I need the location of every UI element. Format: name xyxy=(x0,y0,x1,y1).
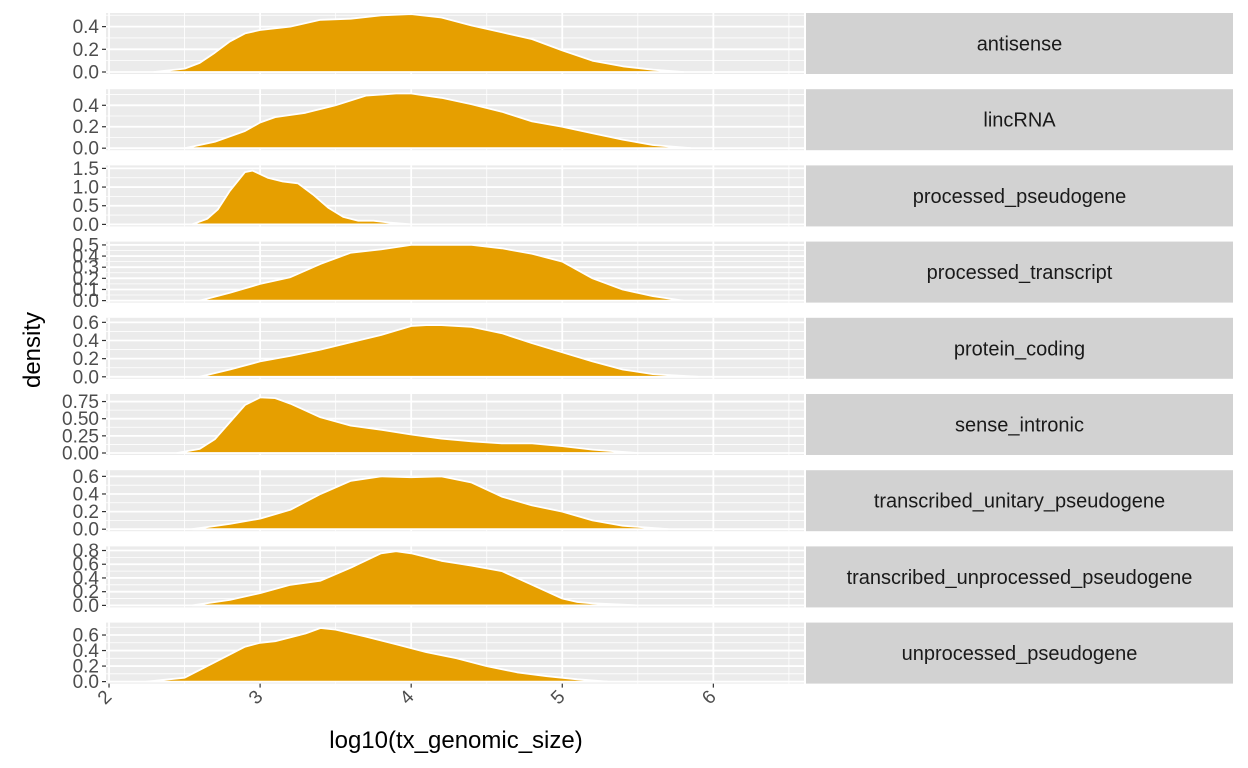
facet-panel: 0.00.51.01.5 processed_pseudogene xyxy=(73,159,1233,236)
x-tick-label: 2 xyxy=(94,687,116,709)
y-tick-label: 0.6 xyxy=(73,555,99,576)
facet-strip xyxy=(806,622,1233,684)
y-tick-label: 0.2 xyxy=(73,117,99,138)
y-tick-label: 0.4 xyxy=(73,17,100,38)
y-tick-label: 0.4 xyxy=(73,247,100,268)
density-area xyxy=(191,550,639,607)
y-tick-label: 0.75 xyxy=(62,392,99,413)
facet-panel: 0.00.20.40.60.8 transcribed_unprocessed_p… xyxy=(73,541,1233,617)
x-axis-title: log10(tx_genomic_size) xyxy=(329,727,582,754)
facet-panel: 0.00.20.40.6 transcribed_unitary_pseudoge… xyxy=(73,467,1233,541)
facet-panel: 0.00.20.40.6 unprocessed_pseudogene xyxy=(73,622,1233,693)
y-tick-label: 0.2 xyxy=(73,269,99,290)
facet-strip-label: lincRNA xyxy=(983,110,1056,132)
density-area xyxy=(153,13,684,73)
y-tick-label: 0.0 xyxy=(73,215,99,236)
y-tick-label: 1.5 xyxy=(73,159,99,180)
y-tick-label: 0.0 xyxy=(73,596,99,617)
density-area xyxy=(198,244,684,302)
y-tick-label: 1.0 xyxy=(73,178,99,199)
density-area xyxy=(198,324,700,378)
y-tick-label: 0.00 xyxy=(62,444,99,465)
facet-strip xyxy=(806,89,1233,151)
y-tick-label: 0.2 xyxy=(73,582,99,603)
facet-strip xyxy=(806,165,1233,227)
y-tick-label: 0.4 xyxy=(73,568,100,589)
y-tick-label: 0.6 xyxy=(73,467,99,488)
y-tick-label: 0.1 xyxy=(73,280,99,301)
facet-panel: 0.00.20.4 lincRNA xyxy=(73,89,1233,160)
y-tick-label: 0.5 xyxy=(73,235,99,256)
y-tick-label: 0.0 xyxy=(73,520,99,541)
y-tick-label: 0.2 xyxy=(73,349,99,370)
y-tick-label: 0.50 xyxy=(62,409,99,430)
y-tick-label: 0.0 xyxy=(73,367,99,388)
facet-panel: 0.00.20.40.6 protein_coding xyxy=(73,313,1233,388)
facet-strip xyxy=(806,13,1233,74)
y-tick-label: 0.0 xyxy=(73,672,99,693)
x-tick-label: 3 xyxy=(245,687,267,709)
y-axis-title: density xyxy=(19,312,46,388)
panels-layer: 0.00.20.4antisense0.00.20.4lincRNA0.00.5… xyxy=(62,13,1233,693)
facet-panel: 0.000.250.500.75 sense_intronic xyxy=(62,392,1233,465)
y-tick-label: 0.6 xyxy=(73,626,99,647)
facet-strip-label: processed_transcript xyxy=(927,262,1113,284)
y-tick-label: 0.0 xyxy=(73,291,99,312)
y-tick-label: 0.5 xyxy=(73,196,99,217)
x-tick-label: 5 xyxy=(547,687,569,709)
y-tick-label: 0.6 xyxy=(73,313,99,334)
facet-strip-label: protein_coding xyxy=(954,338,1085,360)
y-tick-label: 0.25 xyxy=(62,426,99,447)
facet-strip-label: sense_intronic xyxy=(955,415,1084,437)
x-axis: 2 3 4 5 6 xyxy=(94,683,721,709)
density-area xyxy=(191,169,413,226)
y-tick-label: 0.4 xyxy=(73,96,100,117)
y-tick-label: 0.4 xyxy=(73,641,100,662)
density-area xyxy=(183,92,692,150)
facet-strip-label: transcribed_unprocessed_pseudogene xyxy=(847,567,1193,589)
facet-strip-label: processed_pseudogene xyxy=(913,186,1127,208)
facet-strip-label: transcribed_unitary_pseudogene xyxy=(874,491,1165,513)
facet-strip xyxy=(806,317,1233,379)
y-tick-label: 0.3 xyxy=(73,258,99,279)
y-tick-label: 0.2 xyxy=(73,502,99,523)
facet-strip xyxy=(806,546,1233,608)
facet-strip xyxy=(806,470,1233,532)
density-area xyxy=(176,396,639,454)
facet-strip xyxy=(806,394,1233,455)
y-tick-label: 0.2 xyxy=(73,657,99,678)
facet-panel: 0.00.10.20.30.40.5 processed_transcript xyxy=(73,235,1233,312)
y-tick-label: 0.2 xyxy=(73,40,99,61)
density-area xyxy=(145,627,609,683)
x-tick-label: 4 xyxy=(396,686,419,709)
facet-panel: 0.00.20.4 antisense xyxy=(73,13,1233,84)
y-tick-label: 0.4 xyxy=(73,484,100,505)
density-area xyxy=(191,475,669,531)
y-tick-label: 0.8 xyxy=(73,541,99,562)
facet-strip-label: unprocessed_pseudogene xyxy=(902,643,1138,665)
y-tick-label: 0.0 xyxy=(73,63,99,84)
facet-strip-label: antisense xyxy=(977,34,1063,56)
y-tick-label: 0.0 xyxy=(73,139,99,160)
x-tick-label: 6 xyxy=(698,687,720,709)
facet-strip xyxy=(806,241,1233,303)
y-tick-label: 0.4 xyxy=(73,331,100,352)
